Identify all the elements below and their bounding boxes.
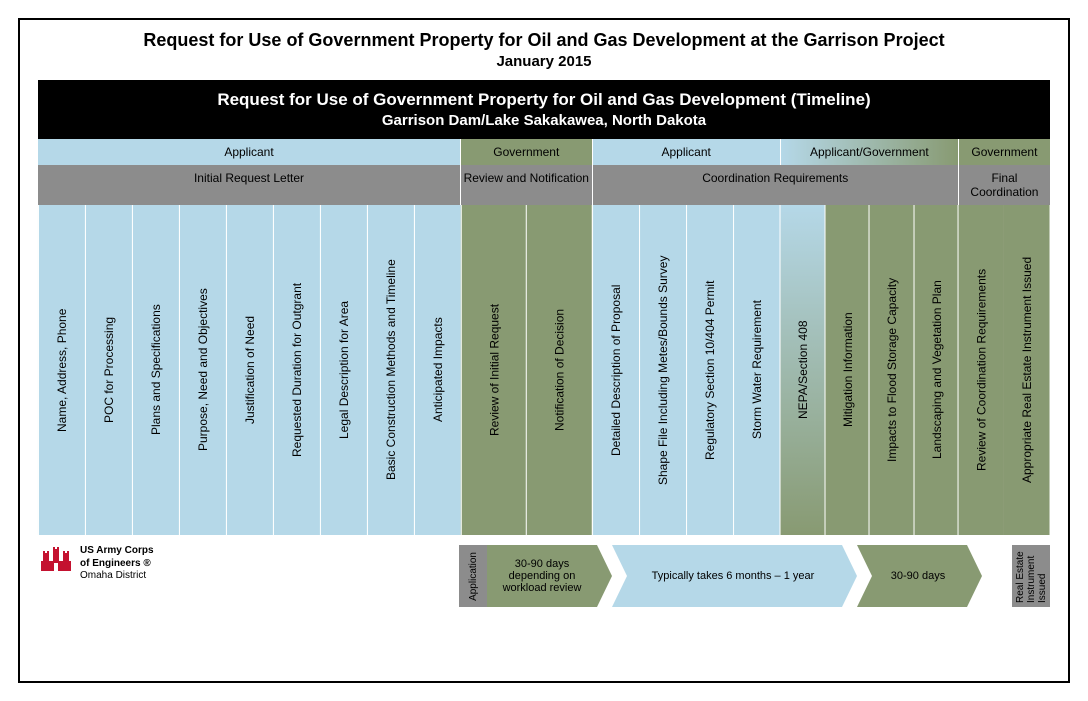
role-cell: Applicant [38,139,461,165]
timeline-column: Appropriate Real Estate Instrument Issue… [1004,205,1050,535]
phase-cell: Final Coordination [959,165,1050,205]
timeline-column: Notification of Decision [526,205,592,535]
role-cell: Applicant [593,139,781,165]
timeline-column: POC for Processing [85,205,132,535]
timeline-step: Application [459,545,487,607]
role-cell: Government [461,139,593,165]
logo-line2: of Engineers ® [80,558,151,569]
timeline-column: Anticipated Impacts [414,205,461,535]
timeline-step: 30-90 days depending on workload review [487,545,597,607]
timeline-column: Review of Coordination Requirements [958,205,1004,535]
role-cell: Applicant/Government [781,139,959,165]
timeline-column: Review of Initial Request [461,205,527,535]
timeline-column: Basic Construction Methods and Timeline [367,205,414,535]
timeline-column: NEPA/Section 408 [780,205,825,535]
timeline-column: Regulatory Section 10/404 Permit [686,205,733,535]
timeline-column: Mitigation Information [825,205,870,535]
phase-cell: Coordination Requirements [593,165,959,205]
timeline-step: Typically takes 6 months – 1 year [612,545,842,607]
timeline-column: Purpose, Need and Objectives [179,205,226,535]
timeline-step: 30-90 days [857,545,967,607]
timeline-header: Request for Use of Government Property f… [38,80,1050,139]
timeline-column: Justification of Need [226,205,273,535]
timeline-column: Detailed Description of Proposal [592,205,639,535]
phase-row: Initial Request LetterReview and Notific… [38,165,1050,205]
header-line1: Request for Use of Government Property f… [38,90,1050,110]
timeline-column: Impacts to Flood Storage Capacity [869,205,914,535]
diagram-frame: Request for Use of Government Property f… [18,18,1070,683]
phase-cell: Review and Notification [461,165,593,205]
page-subtitle: January 2015 [38,53,1050,70]
timeline-column: Landscaping and Vegetation Plan [914,205,959,535]
timeline-column: Shape File Including Metes/Bounds Survey [639,205,686,535]
page-title: Request for Use of Government Property f… [38,30,1050,51]
role-cell: Government [959,139,1050,165]
timeline-arrows: Application30-90 days depending on workl… [459,545,1050,607]
timeline-column: Storm Water Requirement [733,205,780,535]
logo-line1: US Army Corps [80,545,154,556]
castle-icon [38,545,74,575]
timeline-column: Requested Duration for Outgrant [273,205,320,535]
usace-logo-block: US Army Corps of Engineers ® Omaha Distr… [38,545,154,583]
footer: US Army Corps of Engineers ® Omaha Distr… [38,545,1050,607]
logo-text: US Army Corps of Engineers ® Omaha Distr… [80,545,154,583]
role-row: ApplicantGovernmentApplicantApplicant/Go… [38,139,1050,165]
logo-line3: Omaha District [80,570,146,581]
columns-row: Name, Address, PhonePOC for ProcessingPl… [38,205,1050,535]
phase-cell: Initial Request Letter [38,165,461,205]
timeline-column: Legal Description for Area [320,205,367,535]
timeline-column: Name, Address, Phone [38,205,85,535]
timeline-step: Real Estate Instrument Issued [1012,545,1050,607]
header-line2: Garrison Dam/Lake Sakakawea, North Dakot… [38,112,1050,129]
timeline-column: Plans and Specifications [132,205,179,535]
